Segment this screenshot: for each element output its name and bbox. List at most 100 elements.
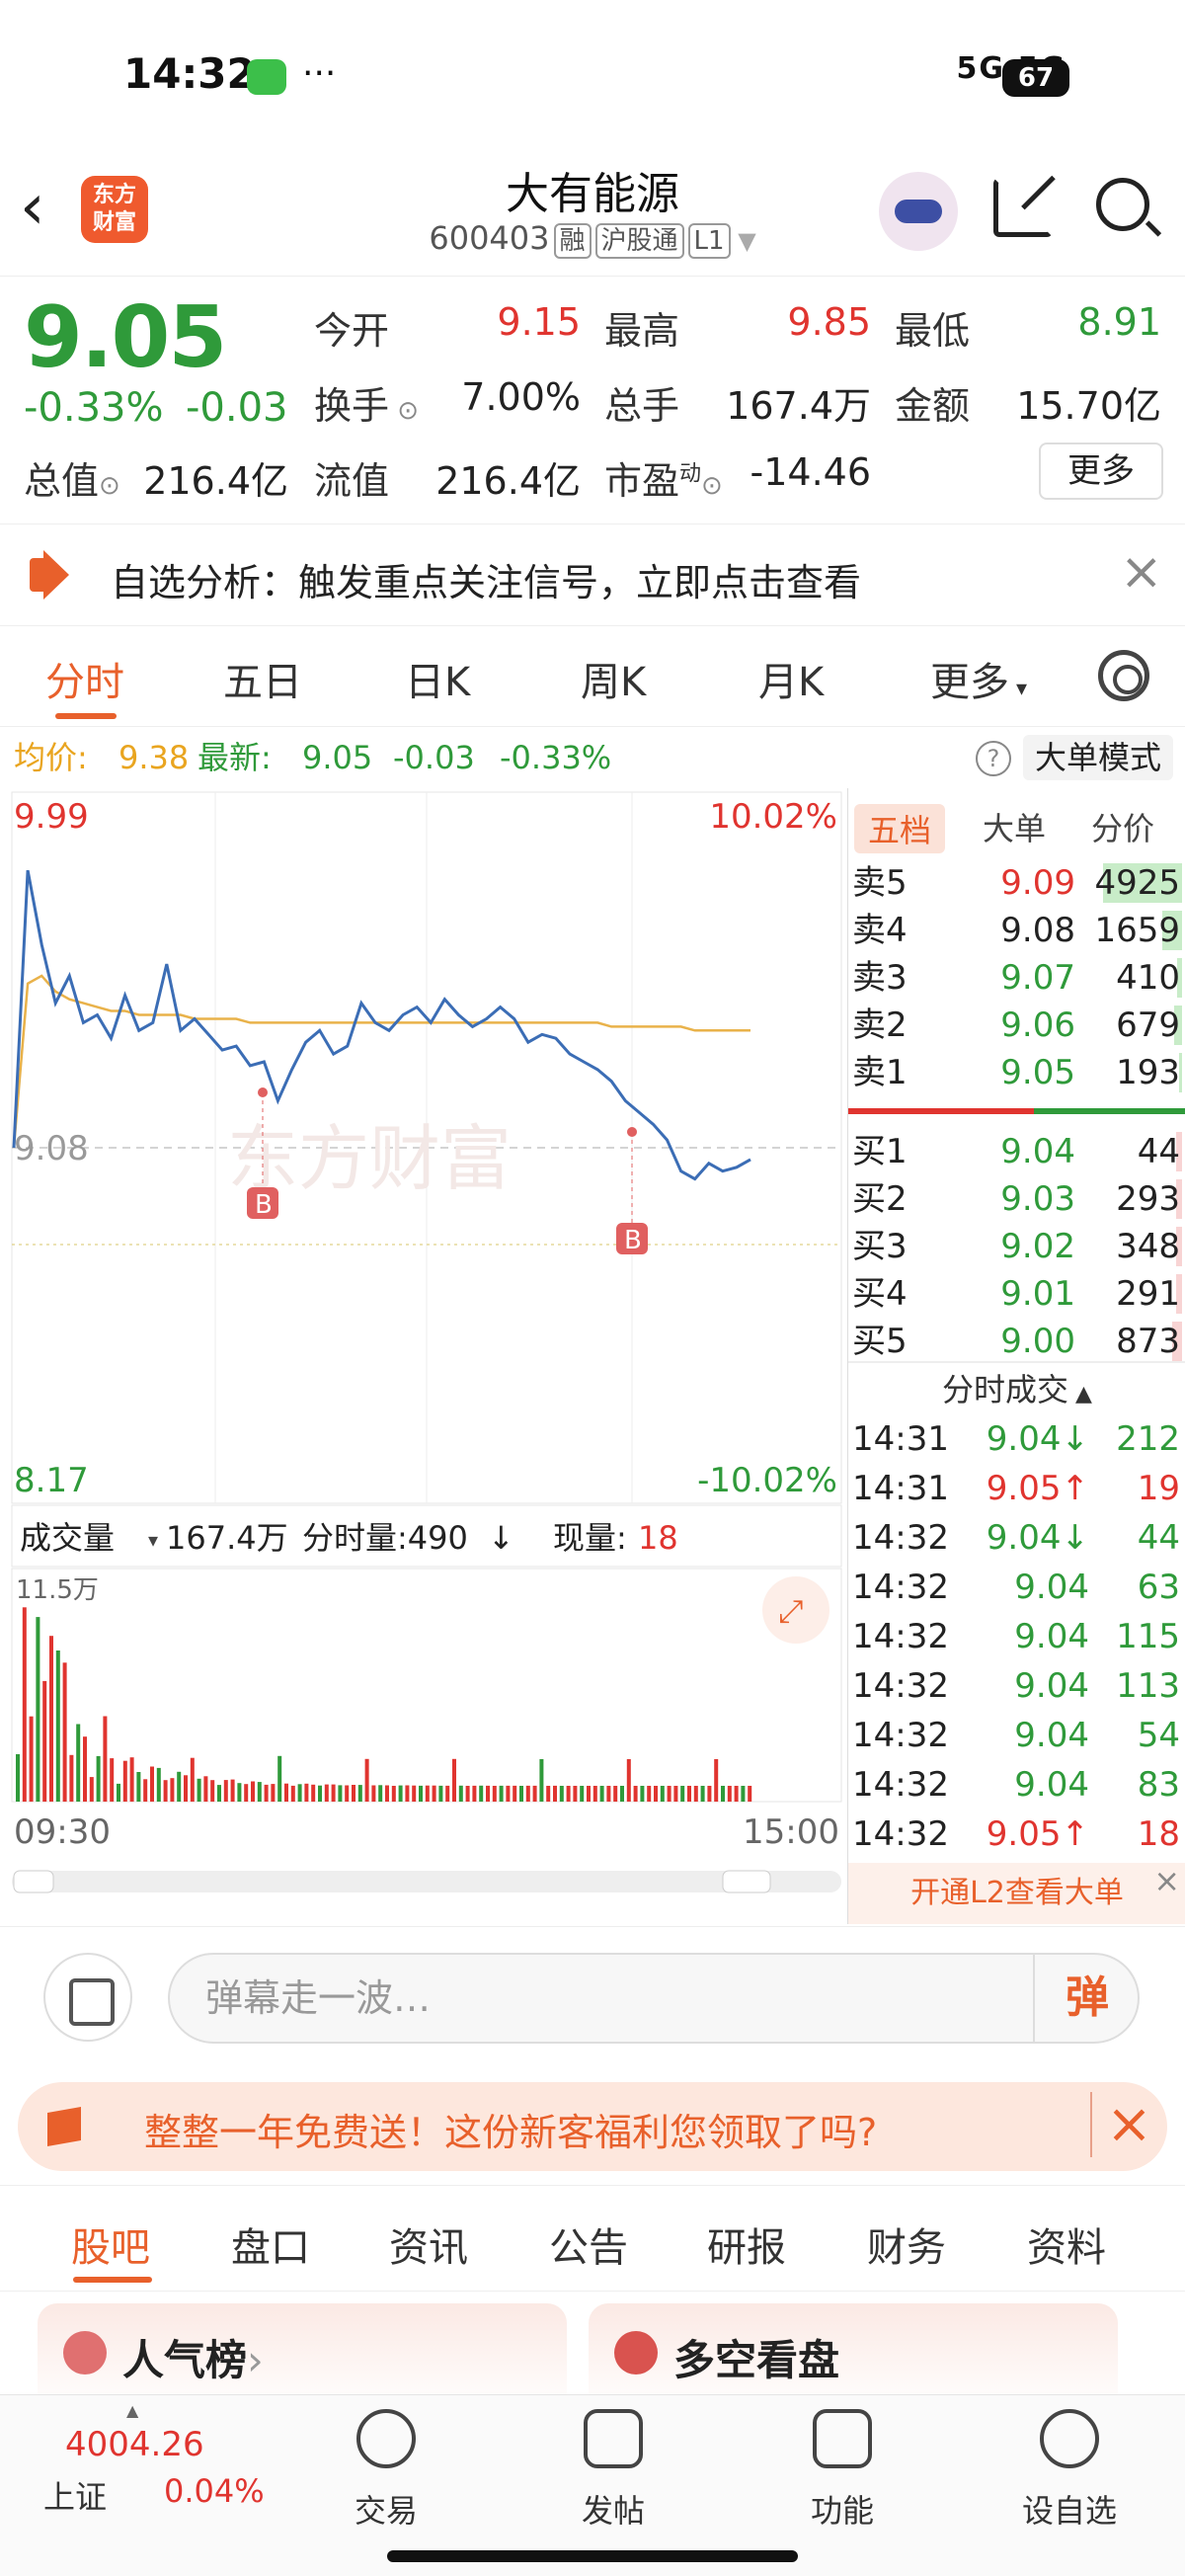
volume-bar bbox=[513, 1785, 517, 1802]
danmaku-settings-icon[interactable] bbox=[43, 1953, 132, 2042]
turnover-value: 7.00% bbox=[461, 375, 581, 419]
volume-bar bbox=[16, 1754, 20, 1802]
tab-monthly-k[interactable]: 月K bbox=[758, 660, 825, 705]
share-icon[interactable] bbox=[993, 178, 1053, 237]
trades-title[interactable]: 分时成交 ▲ bbox=[942, 1371, 1092, 1409]
volume-bar bbox=[129, 1757, 134, 1802]
volume-bar bbox=[472, 1785, 477, 1802]
l2-upgrade-banner[interactable]: 开通L2查看大单 × bbox=[848, 1863, 1185, 1924]
volume-bar bbox=[304, 1783, 309, 1802]
promo-text: 整整一年免费送！这份新客福利您领取了吗? bbox=[144, 2111, 878, 2154]
back-icon[interactable]: ‹ bbox=[20, 171, 45, 244]
help-icon[interactable]: ? bbox=[976, 741, 1011, 776]
close-icon[interactable]: × bbox=[1120, 542, 1163, 602]
status-time: 14:32 bbox=[123, 49, 256, 98]
tab-news[interactable]: 资讯 bbox=[389, 2225, 468, 2271]
volume-bar bbox=[721, 1786, 725, 1802]
tab-announcements[interactable]: 公告 bbox=[549, 2225, 628, 2271]
volume-bar bbox=[190, 1757, 195, 1802]
change-value: -0.03 bbox=[186, 385, 288, 431]
tab-research[interactable]: 研报 bbox=[707, 2225, 786, 2271]
current-volume-label: 现量: bbox=[553, 1519, 627, 1557]
volume-bars bbox=[16, 1607, 752, 1802]
volume-bar bbox=[103, 1716, 108, 1802]
tab-forum[interactable]: 股吧 bbox=[71, 2225, 150, 2271]
caret-up-icon: ▲ bbox=[1068, 1382, 1092, 1407]
volume-bar bbox=[445, 1785, 450, 1802]
close-icon[interactable]: × bbox=[1090, 2092, 1152, 2157]
volume-bar bbox=[76, 1724, 81, 1802]
feature-cards: 人气榜› 多空看盘 bbox=[0, 2292, 1185, 2412]
volume-bar bbox=[357, 1785, 362, 1802]
trade-row: 14:31 9.05↑ 19 bbox=[852, 1469, 1180, 1508]
volume-bar bbox=[1172, 1322, 1182, 1361]
b-marker-text-2: B bbox=[624, 1226, 642, 1255]
tab-orderbook[interactable]: 盘口 bbox=[231, 2225, 310, 2271]
nav-post[interactable]: 发帖 bbox=[549, 2409, 677, 2532]
low-label: 最低 bbox=[895, 309, 971, 353]
tab-big-orders[interactable]: 大单 bbox=[983, 810, 1047, 847]
nav-add-watchlist[interactable]: 设自选 bbox=[1005, 2409, 1134, 2532]
tab-financials[interactable]: 财务 bbox=[867, 2225, 946, 2271]
stock-code-row[interactable]: 600403 融沪股通 L1 ▼ bbox=[0, 219, 1185, 259]
volume-bar bbox=[1179, 1053, 1182, 1092]
status-bar: 14:32 ··· 5G 5G 67 bbox=[0, 0, 1185, 158]
ymax-label: 9.99 bbox=[14, 797, 89, 837]
tab-five-levels[interactable]: 五档 bbox=[854, 804, 946, 853]
intraday-chart[interactable]: 东方财富 B B 9.99 10.02% 9.08 8.17 -10.02% 成… bbox=[0, 788, 847, 1924]
volume-bar bbox=[364, 1758, 369, 1802]
volume-bar bbox=[714, 1759, 719, 1802]
danmaku-input[interactable]: 弹幕走一波… bbox=[168, 1953, 1140, 2044]
tab-daily-k[interactable]: 日K bbox=[405, 660, 471, 705]
time-start-label: 09:30 bbox=[14, 1812, 111, 1852]
volume-bar bbox=[660, 1786, 665, 1802]
volume-bar bbox=[727, 1786, 732, 1802]
volume-bar bbox=[22, 1607, 27, 1802]
more-quote-button[interactable]: 更多 bbox=[1039, 443, 1163, 500]
volume-bar bbox=[318, 1785, 322, 1802]
volume-bar bbox=[425, 1785, 430, 1802]
trades-divider bbox=[848, 1361, 1185, 1363]
close-icon[interactable]: × bbox=[1153, 1862, 1180, 1899]
tab-more[interactable]: 更多 ▾ bbox=[930, 660, 1028, 705]
tab-intraday[interactable]: 分时 bbox=[45, 660, 124, 705]
order-book-panel: 五档 大单 分价 卖5 9.09 4925 卖4 9.08 1659 卖3 9.… bbox=[847, 788, 1185, 1924]
volume-value: 167.4万 bbox=[726, 384, 871, 428]
analysis-notice[interactable]: 自选分析：触发重点关注信号，立即点击查看 × bbox=[0, 523, 1185, 626]
search-icon[interactable] bbox=[1096, 178, 1149, 231]
watermark: 东方财富 bbox=[227, 1120, 512, 1199]
change-percent: -0.33% bbox=[24, 385, 164, 431]
bull-bear-card[interactable]: 多空看盘 bbox=[589, 2303, 1118, 2412]
tab-five-day[interactable]: 五日 bbox=[223, 660, 302, 705]
assistant-robot-icon[interactable] bbox=[879, 172, 958, 251]
tab-weekly-k[interactable]: 周K bbox=[581, 660, 647, 705]
b-marker-dot-2 bbox=[627, 1127, 637, 1137]
popularity-card[interactable]: 人气榜› bbox=[38, 2303, 567, 2412]
volume-bar bbox=[391, 1786, 396, 1802]
tick-arrow: ↓ bbox=[488, 1519, 514, 1557]
info-icon: ⊙ bbox=[701, 471, 723, 501]
danmaku-send-button[interactable]: 弹 bbox=[1033, 1953, 1140, 2044]
big-order-mode-button[interactable]: 大单模式 bbox=[1023, 735, 1173, 780]
tab-price-distribution[interactable]: 分价 bbox=[1091, 810, 1155, 847]
volume-bar bbox=[1103, 863, 1182, 903]
volume-bar bbox=[465, 1786, 470, 1802]
index-value[interactable]: 4004.26 bbox=[65, 2425, 204, 2464]
volume-bar bbox=[62, 1662, 67, 1802]
info-icon: ⊙ bbox=[389, 396, 420, 426]
volume-bar bbox=[640, 1786, 645, 1802]
volume-bar bbox=[371, 1785, 376, 1802]
stock-code: 600403 bbox=[429, 219, 550, 257]
quote-panel: 9.05 -0.33% -0.03 今开 9.15 最高 9.85 最低 8.9… bbox=[0, 279, 1185, 522]
card-title: 多空看盘 bbox=[673, 2336, 840, 2384]
nav-trade[interactable]: 交易 bbox=[322, 2409, 450, 2532]
nav-functions[interactable]: 功能 bbox=[778, 2409, 907, 2532]
volume-total: 167.4万 bbox=[166, 1519, 288, 1557]
promo-banner[interactable]: 整整一年免费送！这份新客福利您领取了吗? × bbox=[18, 2082, 1167, 2171]
volume-bar bbox=[398, 1785, 403, 1802]
volume-bar bbox=[506, 1785, 511, 1802]
active-tab-indicator bbox=[55, 713, 117, 719]
gear-icon[interactable] bbox=[1098, 650, 1149, 701]
tab-profile[interactable]: 资料 bbox=[1027, 2225, 1106, 2271]
vs-icon bbox=[614, 2331, 658, 2375]
